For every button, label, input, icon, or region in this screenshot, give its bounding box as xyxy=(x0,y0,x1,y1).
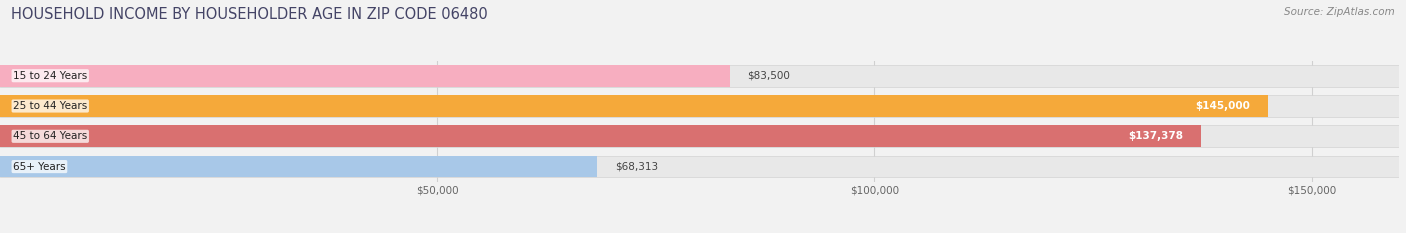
Text: $137,378: $137,378 xyxy=(1129,131,1184,141)
Bar xyxy=(0,125,1399,147)
Bar xyxy=(0,125,1201,147)
Bar xyxy=(0,65,730,87)
Text: 25 to 44 Years: 25 to 44 Years xyxy=(13,101,87,111)
Text: $83,500: $83,500 xyxy=(748,71,790,81)
Bar xyxy=(0,65,1399,87)
Bar xyxy=(0,156,598,178)
Bar xyxy=(0,156,1399,178)
Text: 45 to 64 Years: 45 to 64 Years xyxy=(13,131,87,141)
Text: $68,313: $68,313 xyxy=(614,162,658,171)
Text: 65+ Years: 65+ Years xyxy=(13,162,66,171)
Bar xyxy=(0,95,1268,117)
Text: $145,000: $145,000 xyxy=(1195,101,1250,111)
Text: Source: ZipAtlas.com: Source: ZipAtlas.com xyxy=(1284,7,1395,17)
Text: 15 to 24 Years: 15 to 24 Years xyxy=(13,71,87,81)
Bar xyxy=(0,95,1399,117)
Text: HOUSEHOLD INCOME BY HOUSEHOLDER AGE IN ZIP CODE 06480: HOUSEHOLD INCOME BY HOUSEHOLDER AGE IN Z… xyxy=(11,7,488,22)
